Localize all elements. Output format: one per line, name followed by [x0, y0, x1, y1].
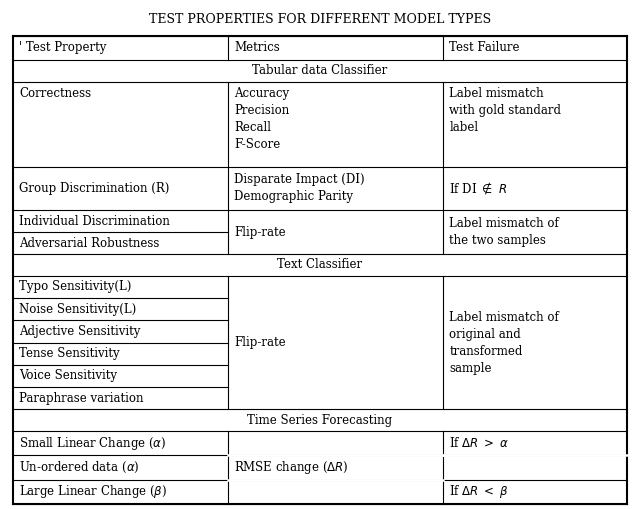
Text: Flip-rate: Flip-rate [234, 225, 286, 239]
Text: ' Test Property: ' Test Property [19, 41, 107, 54]
Text: RMSE change ($\Delta R$): RMSE change ($\Delta R$) [234, 459, 349, 476]
Text: Tense Sensitivity: Tense Sensitivity [19, 347, 120, 360]
Text: Noise Sensitivity(L): Noise Sensitivity(L) [19, 303, 136, 316]
Text: Small Linear Change ($\alpha$): Small Linear Change ($\alpha$) [19, 435, 166, 452]
Text: Typo Sensitivity(L): Typo Sensitivity(L) [19, 280, 132, 294]
Text: Disparate Impact (DI)
Demographic Parity: Disparate Impact (DI) Demographic Parity [234, 174, 365, 204]
Text: Paraphrase variation: Paraphrase variation [19, 391, 144, 405]
Text: Adversarial Robustness: Adversarial Robustness [19, 237, 159, 249]
Text: Accuracy
Precision
Recall
F-Score: Accuracy Precision Recall F-Score [234, 87, 289, 151]
Text: Test Failure: Test Failure [449, 41, 520, 54]
Text: Flip-rate: Flip-rate [234, 336, 286, 349]
Text: Metrics: Metrics [234, 41, 280, 54]
Text: Voice Sensitivity: Voice Sensitivity [19, 370, 117, 382]
Text: If $\Delta R$ $<$ $\beta$: If $\Delta R$ $<$ $\beta$ [449, 483, 509, 500]
Text: Adjective Sensitivity: Adjective Sensitivity [19, 325, 141, 338]
Text: TEST PROPERTIES FOR DIFFERENT MODEL TYPES: TEST PROPERTIES FOR DIFFERENT MODEL TYPE… [149, 13, 491, 26]
Text: Label mismatch of
the two samples: Label mismatch of the two samples [449, 217, 559, 247]
Text: Tabular data Classifier: Tabular data Classifier [252, 64, 388, 77]
Text: Group Discrimination (R): Group Discrimination (R) [19, 182, 170, 195]
Text: Un-ordered data ($\alpha$): Un-ordered data ($\alpha$) [19, 460, 140, 475]
Text: Correctness: Correctness [19, 87, 92, 100]
Text: Label mismatch of
original and
transformed
sample: Label mismatch of original and transform… [449, 310, 559, 375]
Text: Large Linear Change ($\beta$): Large Linear Change ($\beta$) [19, 483, 168, 500]
Text: Individual Discrimination: Individual Discrimination [19, 215, 170, 228]
Text: If DI $\notin$ $R$: If DI $\notin$ $R$ [449, 181, 508, 196]
Text: Label mismatch
with gold standard
label: Label mismatch with gold standard label [449, 87, 561, 134]
Text: Time Series Forecasting: Time Series Forecasting [248, 414, 392, 427]
Text: Text Classifier: Text Classifier [277, 259, 363, 271]
Text: If $\Delta R$ $>$ $\alpha$: If $\Delta R$ $>$ $\alpha$ [449, 436, 509, 450]
